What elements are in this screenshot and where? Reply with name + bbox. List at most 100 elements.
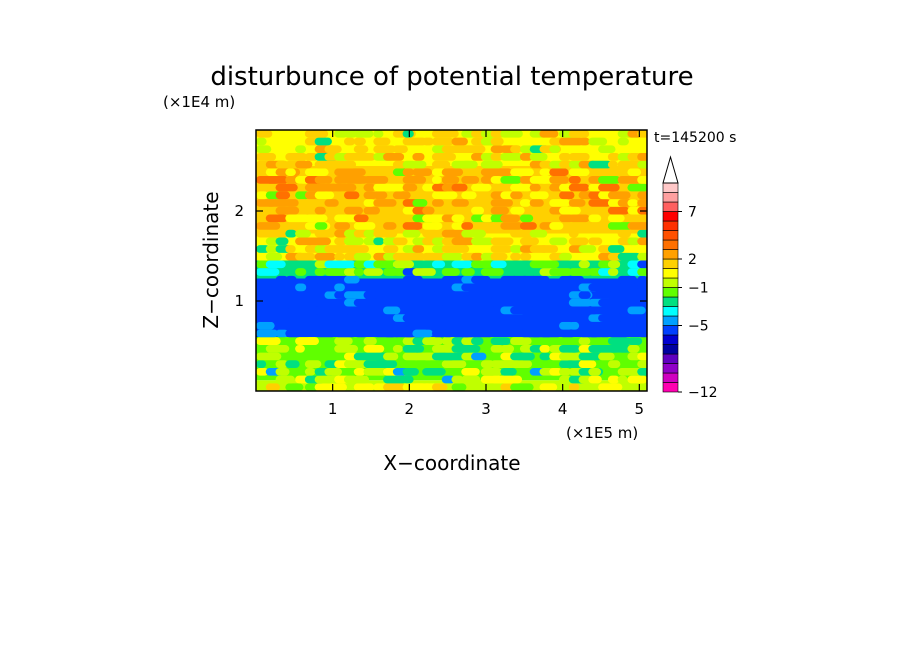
field-cell — [637, 329, 647, 338]
field-cell — [431, 260, 446, 269]
colorbar-segment — [662, 230, 679, 241]
field-cell — [431, 160, 451, 169]
field-cell — [490, 337, 511, 345]
x-tick-label: 5 — [635, 400, 645, 418]
colorbar-segment — [662, 315, 679, 326]
field-cell — [529, 199, 544, 207]
field-cell — [256, 367, 269, 376]
field-cell — [431, 199, 444, 207]
field-cell — [539, 160, 553, 169]
field-cell — [334, 344, 359, 353]
field-cell — [490, 306, 503, 315]
field-cell — [256, 222, 281, 230]
field-cell — [314, 306, 337, 315]
field-cell — [343, 268, 358, 276]
field-cell — [480, 160, 503, 169]
colorbar-segment — [662, 258, 679, 269]
field-cell — [510, 306, 532, 315]
field-cell — [500, 130, 523, 138]
field-cell — [637, 360, 647, 368]
field-cell — [392, 191, 411, 200]
x-tick-label: 2 — [405, 400, 415, 418]
field-cell — [441, 176, 460, 184]
field-cell — [549, 222, 564, 230]
field-cell — [490, 199, 514, 207]
field-cell — [568, 321, 580, 330]
field-cell — [412, 245, 425, 253]
field-cell — [500, 214, 521, 223]
field-cell — [568, 229, 579, 238]
field-cell — [519, 183, 532, 192]
field-cell — [412, 199, 428, 207]
field-cell — [637, 268, 647, 276]
colorbar-tick-label: 2 — [688, 252, 697, 268]
field-cell — [412, 160, 427, 169]
field-cell — [314, 206, 326, 215]
x-axis: 1 2 3 4 5 — [328, 130, 644, 418]
field-cell — [324, 268, 349, 276]
field-cell — [441, 321, 456, 330]
field-cell — [314, 268, 326, 276]
field-cell — [334, 337, 353, 345]
field-cell — [373, 237, 385, 246]
field-cell — [431, 237, 445, 246]
field-cell — [637, 191, 647, 200]
field-cell — [510, 229, 535, 238]
field-cell — [353, 153, 376, 161]
field-cell — [510, 191, 523, 200]
field-cell — [549, 199, 571, 207]
field-cell — [471, 283, 484, 292]
field-cell — [637, 153, 647, 161]
field-cell — [471, 260, 494, 269]
field-cell — [598, 329, 612, 338]
field-cell — [588, 199, 611, 207]
field-cell — [510, 383, 534, 391]
field-cell — [285, 168, 296, 177]
field-cell — [314, 298, 332, 307]
field-cell — [529, 153, 548, 161]
field-cell — [441, 306, 464, 315]
field-cell — [383, 229, 398, 238]
field-cell — [578, 260, 590, 269]
field-cell — [559, 176, 569, 184]
field-cell — [588, 237, 603, 246]
field-cell — [578, 360, 597, 368]
field-cell — [607, 375, 620, 384]
field-cell — [549, 283, 568, 292]
field-cell — [265, 260, 286, 269]
field-cell — [334, 130, 348, 138]
x-tick-label: 3 — [481, 400, 491, 418]
field-cell — [275, 298, 299, 307]
field-cell — [353, 383, 375, 391]
field-cell — [383, 153, 405, 161]
field-cell — [568, 176, 581, 184]
field-cell — [324, 383, 347, 391]
field-cell — [353, 176, 365, 184]
field-cell — [441, 168, 464, 177]
field-cell — [334, 298, 345, 307]
field-cell — [637, 252, 647, 261]
field-cell — [431, 321, 444, 330]
field-cell — [392, 344, 403, 353]
field-cell — [559, 206, 581, 215]
field-cell — [285, 153, 308, 161]
field-cell — [617, 344, 631, 353]
field-cell — [471, 237, 494, 246]
field-cell — [353, 329, 369, 338]
field-cell — [343, 206, 364, 215]
field-cell — [363, 268, 384, 276]
field-cell — [588, 367, 602, 376]
colorbar-segment — [662, 296, 679, 307]
field-cell — [295, 160, 313, 169]
field-cell — [627, 352, 641, 361]
field-cell — [559, 360, 585, 368]
field-cell — [598, 291, 613, 299]
field-cell — [539, 168, 551, 177]
field-cell — [627, 283, 638, 292]
colorbar-segment — [662, 268, 679, 279]
field-cell — [510, 245, 523, 253]
field-cell — [314, 137, 332, 146]
field-cell — [510, 168, 534, 177]
colorbar-tick-label: 7 — [688, 205, 697, 221]
field-cell — [402, 137, 427, 146]
